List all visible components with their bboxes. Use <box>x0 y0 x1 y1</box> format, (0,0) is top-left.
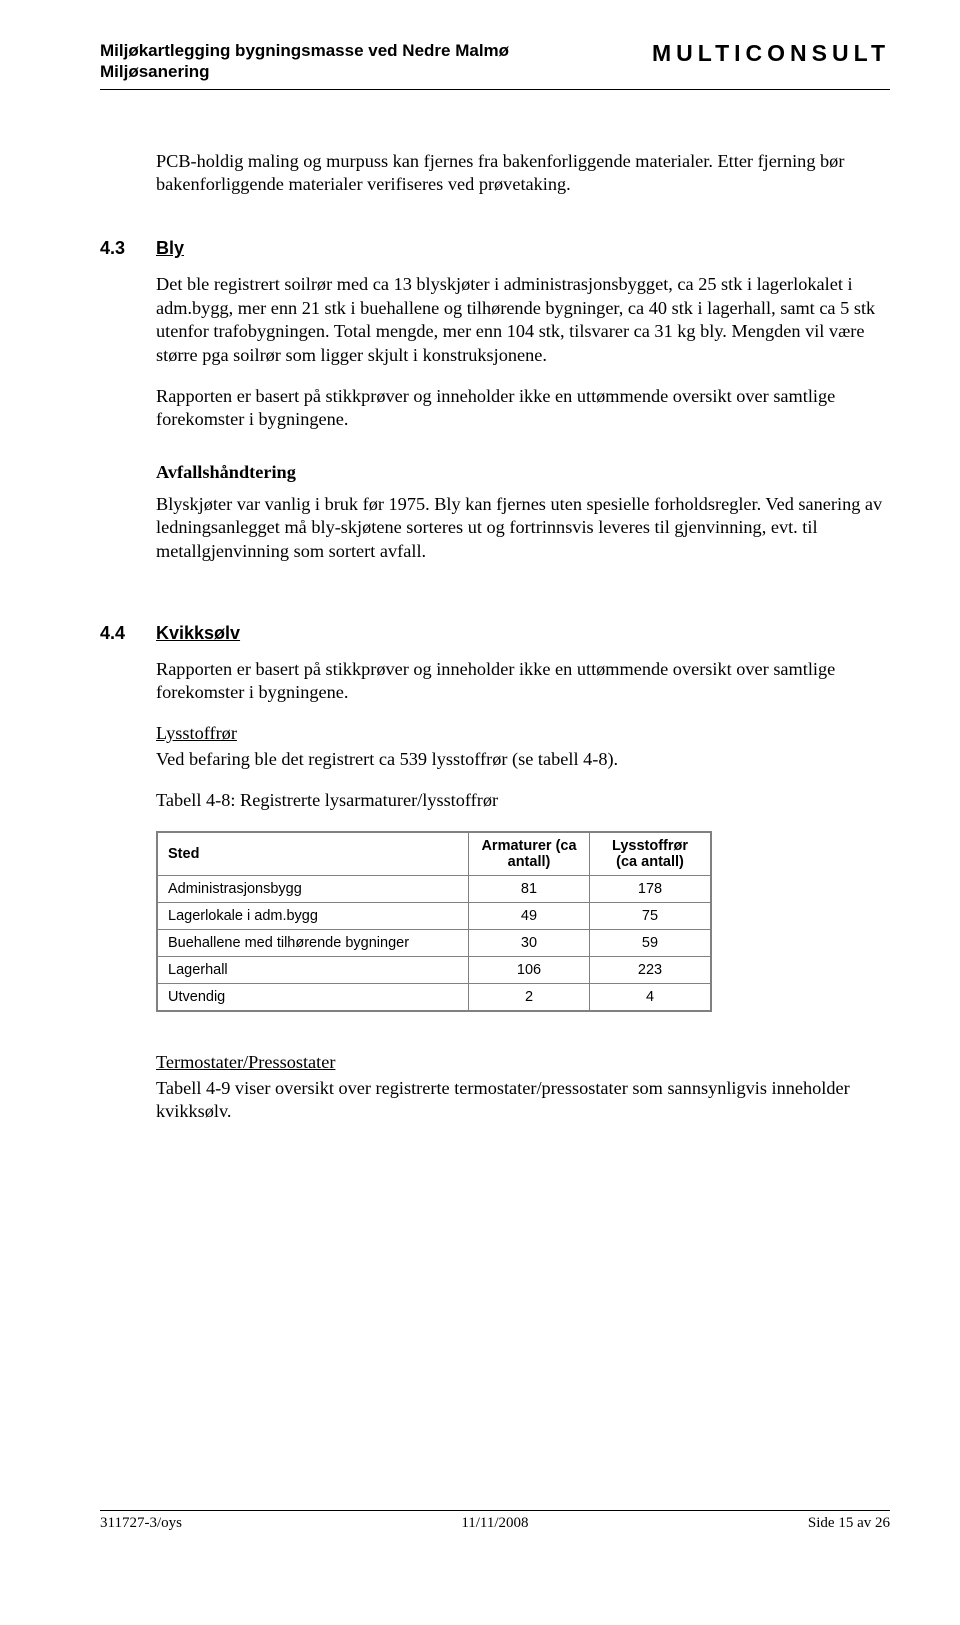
avfall-paragraph: Blyskjøter var vanlig i bruk før 1975. B… <box>156 493 890 563</box>
cell-sted: Buehallene med tilhørende bygninger <box>157 929 469 956</box>
section-4-4: 4.4 Kvikksølv Rapporten er basert på sti… <box>100 623 890 1141</box>
table-row: Lagerhall 106 223 <box>157 956 711 983</box>
cell-sted: Lagerhall <box>157 956 469 983</box>
col-sted: Sted <box>157 832 469 876</box>
cell-lysstoff: 178 <box>590 875 712 902</box>
col-lysstoffror: Lysstoffrør (ca antall) <box>590 832 712 876</box>
section-number: 4.4 <box>100 623 156 1141</box>
footer-center: 11/11/2008 <box>461 1515 528 1532</box>
cell-lysstoff: 59 <box>590 929 712 956</box>
footer-right: Side 15 av 26 <box>808 1515 890 1532</box>
table-4-8: Sted Armaturer (ca antall) Lysstoffrør (… <box>156 831 712 1012</box>
section-title: Bly <box>156 238 890 259</box>
page-header: Miljøkartlegging bygningsmasse ved Nedre… <box>100 40 890 90</box>
table-row: Administrasjonsbygg 81 178 <box>157 875 711 902</box>
table-caption: Tabell 4-8: Registrerte lysarmaturer/lys… <box>156 789 890 812</box>
header-line2: Miljøsanering <box>100 62 210 81</box>
table-row: Lagerlokale i adm.bygg 49 75 <box>157 902 711 929</box>
cell-armaturer: 49 <box>469 902 590 929</box>
termo-paragraph: Tabell 4-9 viser oversikt over registrer… <box>156 1077 890 1124</box>
avfall-heading: Avfallshåndtering <box>156 462 890 483</box>
table-row: Utvendig 2 4 <box>157 983 711 1011</box>
termo-heading: Termostater/Pressostater <box>156 1052 890 1073</box>
intro-paragraph: PCB-holdig maling og murpuss kan fjernes… <box>156 150 890 197</box>
section-4-3: 4.3 Bly Det ble registrert soilrør med c… <box>100 238 890 581</box>
col-armaturer: Armaturer (ca antall) <box>469 832 590 876</box>
table-header-row: Sted Armaturer (ca antall) Lysstoffrør (… <box>157 832 711 876</box>
page-footer: 311727-3/oys 11/11/2008 Side 15 av 26 <box>100 1510 890 1532</box>
table-row: Buehallene med tilhørende bygninger 30 5… <box>157 929 711 956</box>
header-line1: Miljøkartlegging bygningsmasse ved Nedre… <box>100 41 509 60</box>
footer-left: 311727-3/oys <box>100 1515 182 1532</box>
section-title: Kvikksølv <box>156 623 890 644</box>
section-number: 4.3 <box>100 238 156 581</box>
cell-lysstoff: 4 <box>590 983 712 1011</box>
cell-lysstoff: 75 <box>590 902 712 929</box>
document-page: Miljøkartlegging bygningsmasse ved Nedre… <box>0 0 960 1560</box>
header-title: Miljøkartlegging bygningsmasse ved Nedre… <box>100 40 509 83</box>
cell-sted: Lagerlokale i adm.bygg <box>157 902 469 929</box>
lys-paragraph: Ved befaring ble det registrert ca 539 l… <box>156 748 890 771</box>
cell-armaturer: 30 <box>469 929 590 956</box>
brand-logo: MULTICONSULT <box>652 40 890 67</box>
cell-sted: Utvendig <box>157 983 469 1011</box>
lys-heading: Lysstoffrør <box>156 723 890 744</box>
cell-lysstoff: 223 <box>590 956 712 983</box>
cell-sted: Administrasjonsbygg <box>157 875 469 902</box>
sec44-p1: Rapporten er basert på stikkprøver og in… <box>156 658 890 705</box>
sec43-p1: Det ble registrert soilrør med ca 13 bly… <box>156 273 890 367</box>
cell-armaturer: 2 <box>469 983 590 1011</box>
cell-armaturer: 81 <box>469 875 590 902</box>
cell-armaturer: 106 <box>469 956 590 983</box>
sec43-p2: Rapporten er basert på stikkprøver og in… <box>156 385 890 432</box>
